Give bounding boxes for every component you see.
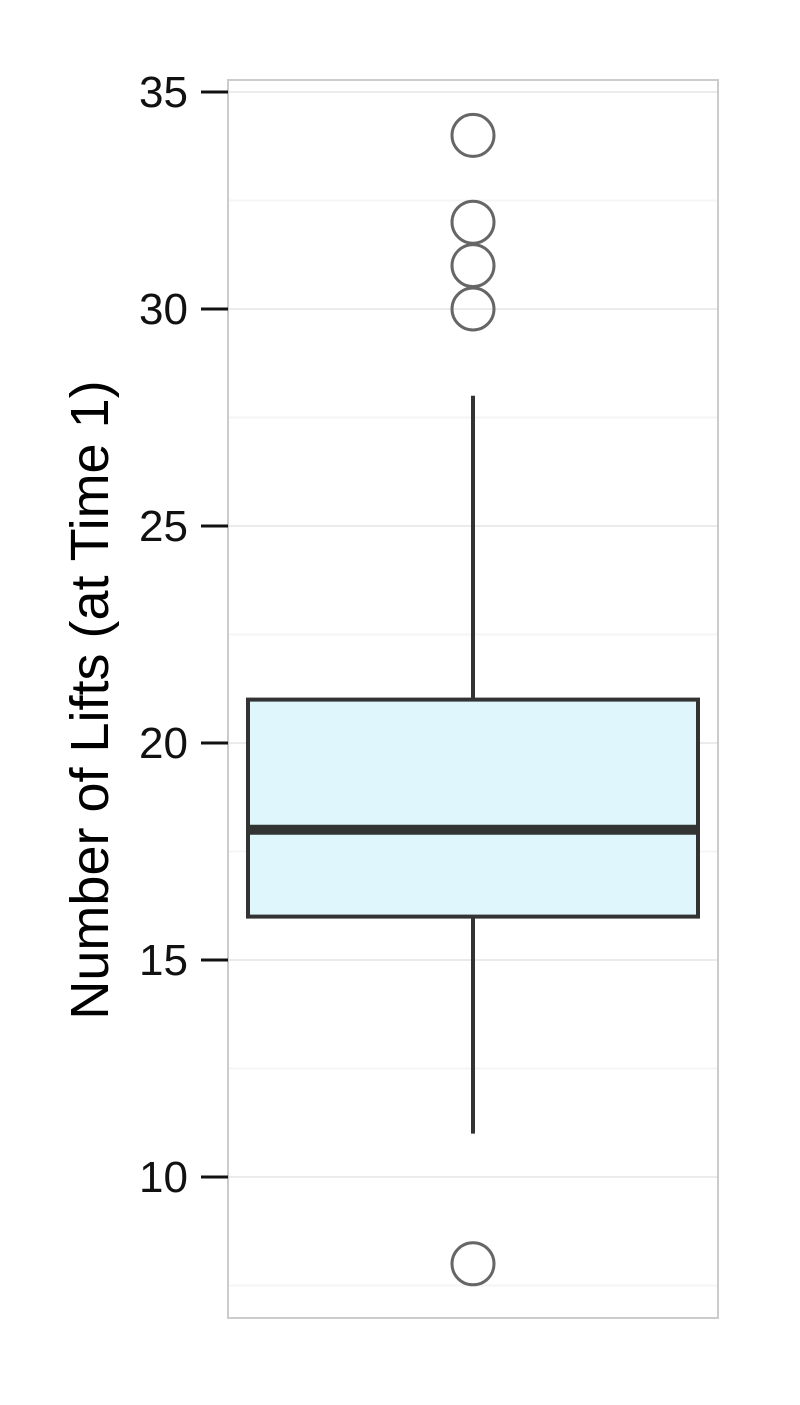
outlier-point [450,243,496,289]
box-group [246,395,700,1134]
outlier-point [450,112,496,158]
y-tick-label: 10 [139,1153,188,1202]
y-tick-label: 20 [139,719,188,768]
outlier-points [450,112,496,1287]
y-tick-label: 15 [139,936,188,985]
y-tick-label: 35 [139,68,188,117]
plot-panel [227,79,719,1319]
y-axis-title: Number of Lifts (at Time 1) [60,380,120,1019]
interquartile-box [246,697,700,919]
outlier-point [450,1241,496,1287]
y-tick-label: 25 [139,502,188,551]
outlier-point [450,199,496,245]
y-axis: 10 15 20 25 30 35 [139,68,228,1202]
y-tick-label: 30 [139,285,188,334]
outlier-point [450,286,496,332]
